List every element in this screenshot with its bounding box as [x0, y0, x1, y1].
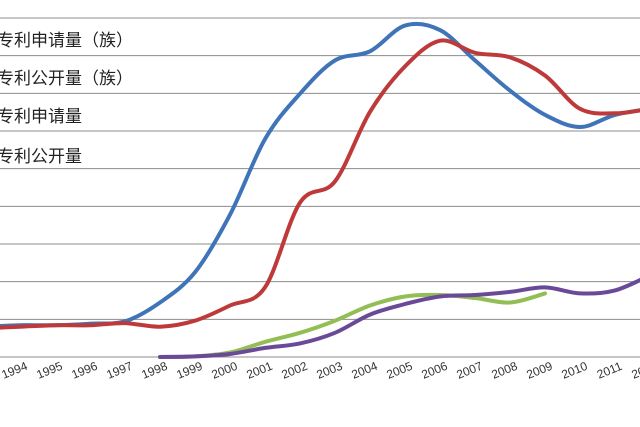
x-tick-label: 2009: [525, 359, 555, 382]
x-tick-label: 2008: [489, 359, 519, 382]
x-tick-label: 1998: [139, 359, 169, 382]
x-tick-label: 2002: [279, 359, 309, 382]
x-tick-label: 1996: [69, 359, 99, 382]
x-axis: 1993199419951996199719981999200020012002…: [0, 359, 640, 382]
x-tick-label: 2004: [349, 359, 379, 382]
legend-entry: 专利申请量（族）: [0, 31, 133, 51]
x-tick-label: 1997: [104, 359, 134, 382]
x-tick-label: 1999: [174, 359, 204, 382]
x-tick-label: 1995: [34, 359, 64, 382]
x-tick-label: 2007: [454, 359, 484, 382]
legend-entry: 专利公开量: [0, 147, 82, 167]
x-tick-label: 2000: [209, 359, 239, 382]
x-tick-label: 2003: [314, 359, 344, 382]
x-tick-label: 2010: [560, 359, 590, 382]
series-line-patent-publications: [158, 277, 640, 359]
x-tick-label: 2005: [384, 359, 414, 382]
gridlines: [0, 17, 640, 358]
series-lines: [0, 21, 640, 359]
x-tick-label: 1994: [0, 359, 30, 382]
series-line-patent-publications-family: [0, 38, 640, 330]
x-tick-label: 2001: [244, 359, 274, 382]
x-tick-label: 2012: [630, 359, 640, 382]
legend-entry: 专利公开量（族）: [0, 69, 133, 89]
legend-entry: 专利申请量: [0, 107, 82, 127]
x-tick-label: 2006: [419, 359, 449, 382]
x-tick-label: 2011: [595, 359, 624, 382]
